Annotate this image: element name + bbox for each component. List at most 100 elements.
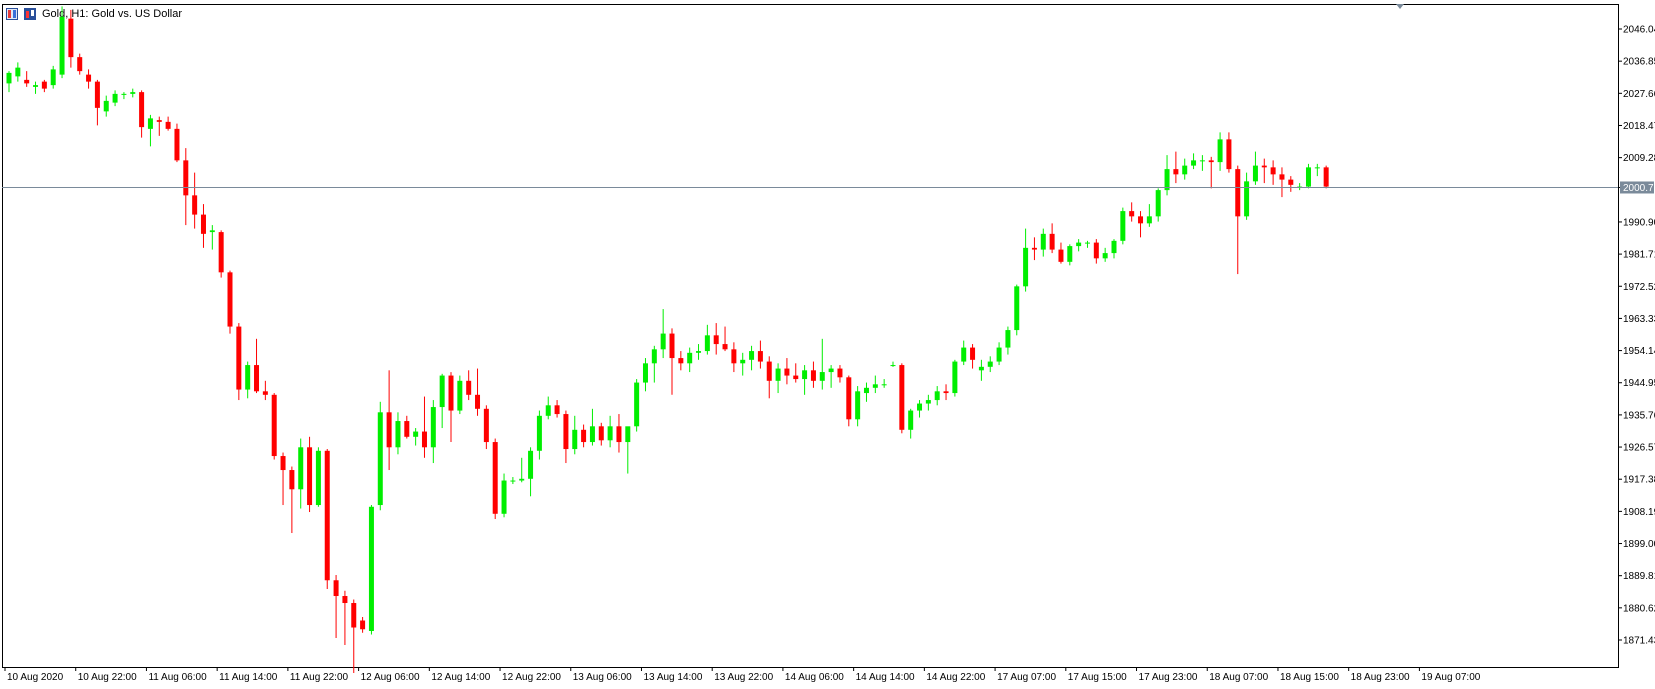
candle [863, 382, 869, 402]
candle-body [324, 450, 330, 581]
candle-body [802, 370, 808, 380]
candle [837, 365, 843, 383]
candle [1226, 132, 1232, 173]
candle [899, 363, 905, 434]
y-tick-label: 1908.19 [1623, 507, 1655, 518]
candle-body [368, 506, 374, 632]
candle-body [704, 335, 710, 352]
candle [890, 361, 896, 367]
candle [404, 415, 410, 439]
candle [545, 396, 551, 420]
candle-body [421, 431, 427, 448]
candle-body [1173, 169, 1179, 175]
candle-body [103, 100, 109, 112]
candle-body [156, 120, 162, 122]
candle [1014, 284, 1020, 336]
x-tick-label: 18 Aug 15:00 [1280, 672, 1339, 683]
candle-body [528, 450, 534, 479]
candle-body [749, 351, 755, 360]
candle [934, 386, 940, 406]
candle [1040, 228, 1046, 257]
x-tick-label: 17 Aug 15:00 [1068, 672, 1127, 683]
candle-body [1208, 160, 1214, 163]
candle-body [1146, 216, 1152, 224]
candle-body [1031, 247, 1037, 250]
candle [1084, 240, 1090, 248]
chart-header: Gold, H1: Gold vs. US Dollar [6, 6, 182, 22]
candle-body [1270, 167, 1276, 175]
candle [33, 81, 39, 94]
candle-body [139, 92, 145, 128]
candle [528, 447, 534, 497]
candle-body [147, 118, 153, 129]
candle [395, 412, 401, 455]
x-axis: 10 Aug 2020 10 Aug 22:00 11 Aug 06:00 11 Au… [4, 667, 1481, 683]
candle-body [1235, 169, 1241, 217]
candle [1031, 237, 1037, 261]
candle [846, 375, 852, 427]
candle-body [1244, 181, 1250, 217]
x-tick-label: 12 Aug 22:00 [502, 672, 561, 683]
candle [280, 452, 286, 506]
candle-body [846, 377, 852, 420]
candle-body [899, 365, 905, 430]
x-tick-label: 12 Aug 14:00 [431, 672, 490, 683]
candle [651, 345, 657, 383]
candle-body [1102, 253, 1108, 259]
candle-body [766, 361, 772, 381]
candle-body [837, 368, 843, 378]
candle [510, 477, 516, 485]
candle-body [607, 426, 613, 441]
candle-body [395, 421, 401, 448]
candle [598, 422, 604, 446]
candle-body [15, 67, 21, 77]
candle [855, 386, 861, 427]
scroll-marker-icon[interactable] [1396, 4, 1404, 9]
candle [1023, 228, 1029, 292]
candle [368, 505, 374, 635]
candle-body [1155, 190, 1161, 217]
chart-type-icon[interactable] [24, 8, 36, 20]
y-tick-label: 1935.76 [1623, 410, 1655, 421]
candle-body [678, 358, 684, 364]
candle-body [6, 72, 12, 84]
x-tick-label: 12 Aug 06:00 [361, 672, 420, 683]
candle-body [1217, 139, 1223, 163]
candle [165, 116, 171, 131]
candle-body [59, 16, 65, 75]
x-tick-label: 10 Aug 22:00 [78, 672, 137, 683]
candle [1279, 167, 1285, 198]
candle-body [642, 363, 648, 383]
candle [1235, 165, 1241, 275]
candle-body [236, 326, 242, 390]
chart-grid-icon[interactable] [6, 8, 18, 20]
candle [669, 328, 675, 395]
candle-body [475, 394, 481, 409]
candle [121, 92, 127, 100]
candle [1208, 156, 1214, 189]
candle [156, 116, 162, 136]
y-tick-label: 1880.62 [1623, 603, 1655, 614]
candle [908, 408, 914, 439]
candle-body [978, 366, 984, 371]
candle-body [519, 478, 525, 481]
candle [24, 71, 30, 87]
candle [94, 79, 100, 126]
candle-body [1005, 330, 1011, 348]
candle [642, 358, 648, 392]
candle-body [1084, 242, 1090, 244]
candle [634, 379, 640, 432]
plot-frame [2, 4, 1619, 668]
candle [227, 270, 233, 334]
candle-body [1164, 169, 1170, 191]
candle [572, 415, 578, 455]
candle-body [536, 415, 542, 451]
candle-body [1199, 160, 1205, 162]
candle [625, 426, 631, 474]
candle-body [218, 232, 224, 273]
candle [1244, 172, 1250, 220]
candle-body [1279, 174, 1285, 180]
candle [386, 370, 392, 471]
